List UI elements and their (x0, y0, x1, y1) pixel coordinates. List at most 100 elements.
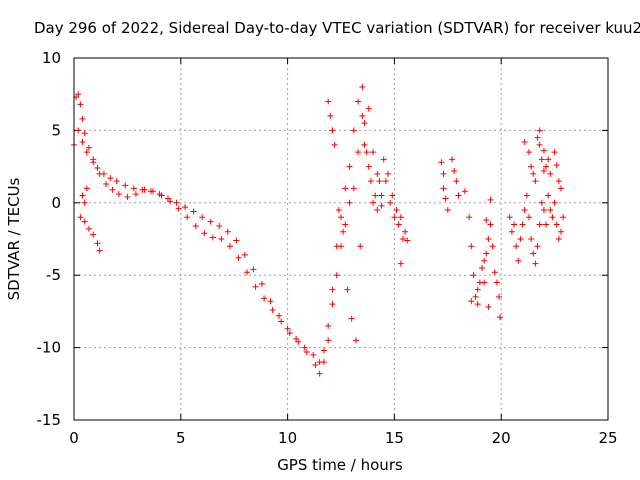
x-tick-label: 10 (278, 429, 297, 447)
data-point (209, 234, 216, 241)
data-point (267, 298, 274, 305)
data-point (107, 175, 114, 182)
data-points (71, 83, 567, 377)
chart-title: Day 296 of 2022, Sidereal Day-to-day VTE… (34, 19, 640, 37)
x-tick-label: 25 (598, 429, 617, 447)
data-point (340, 228, 347, 235)
data-point (83, 149, 90, 156)
data-point (132, 191, 139, 198)
data-point (216, 222, 223, 229)
data-point (519, 221, 526, 228)
data-point (481, 279, 488, 286)
data-point (335, 207, 342, 214)
data-point (536, 141, 543, 148)
data-point (528, 163, 535, 170)
plot-frame (73, 57, 609, 421)
data-point (312, 361, 319, 368)
data-point (525, 214, 532, 221)
data-point (553, 162, 560, 169)
data-point (363, 149, 370, 156)
data-point (511, 221, 518, 228)
data-point (141, 186, 148, 193)
data-point (536, 127, 543, 134)
data-point (295, 338, 302, 345)
data-point (532, 178, 539, 185)
data-point (94, 240, 101, 247)
data-point (523, 192, 530, 199)
x-tick-label: 15 (385, 429, 404, 447)
data-point (466, 214, 473, 221)
data-point (75, 91, 82, 98)
data-point (521, 138, 528, 145)
data-point (124, 194, 131, 201)
data-point (374, 170, 381, 177)
data-point (182, 204, 189, 211)
data-point (506, 214, 513, 221)
series-sdtvar-17-20h (438, 156, 504, 321)
data-point (478, 264, 485, 271)
data-point (555, 236, 562, 242)
data-point (130, 185, 137, 192)
data-point (113, 178, 120, 185)
data-point (252, 283, 259, 290)
data-point (540, 207, 547, 214)
data-point (530, 170, 537, 177)
x-tick-labels: 0 5 10 15 20 25 (69, 429, 617, 447)
data-point (122, 182, 129, 189)
grid (74, 58, 608, 420)
data-point (310, 351, 317, 358)
data-point (384, 170, 391, 177)
data-point (338, 214, 344, 221)
data-point (357, 243, 364, 250)
data-point (338, 243, 344, 250)
data-point (555, 178, 562, 185)
data-point (75, 127, 82, 134)
data-point (402, 228, 409, 235)
data-point (235, 254, 242, 261)
data-point (199, 214, 206, 221)
data-point (303, 348, 310, 355)
data-point (532, 260, 539, 267)
data-point (404, 237, 411, 244)
data-point (226, 243, 233, 250)
data-point (90, 159, 97, 166)
data-point (355, 98, 362, 105)
y-tick-label: 10 (42, 49, 61, 67)
data-point (190, 208, 197, 215)
data-point (493, 279, 500, 286)
data-point (233, 237, 240, 244)
data-point (549, 214, 556, 221)
data-point (491, 269, 498, 276)
data-point (540, 147, 547, 154)
data-point (474, 301, 481, 308)
data-point (79, 138, 86, 145)
data-point (551, 199, 558, 206)
data-point (497, 314, 504, 321)
data-point (380, 156, 387, 163)
data-point (461, 188, 468, 195)
data-point (468, 298, 475, 305)
data-point (444, 207, 451, 214)
data-point (269, 306, 276, 313)
data-point (470, 272, 477, 279)
x-axis-label: GPS time / hours (277, 456, 403, 474)
data-point (77, 101, 84, 108)
data-point (468, 243, 475, 250)
data-point (440, 170, 447, 177)
data-point (81, 218, 88, 225)
data-point (355, 149, 362, 156)
data-point (325, 322, 332, 329)
data-point (83, 185, 90, 192)
data-point (474, 286, 481, 293)
series-sdtvar-late-evening (325, 98, 411, 344)
data-point (218, 236, 225, 242)
data-point (521, 207, 528, 214)
data-point (547, 207, 554, 214)
data-point (346, 199, 353, 206)
data-point (449, 156, 456, 163)
data-point (333, 272, 340, 279)
y-tick-label: 5 (51, 121, 61, 139)
data-point (167, 198, 174, 205)
data-point (342, 185, 349, 192)
